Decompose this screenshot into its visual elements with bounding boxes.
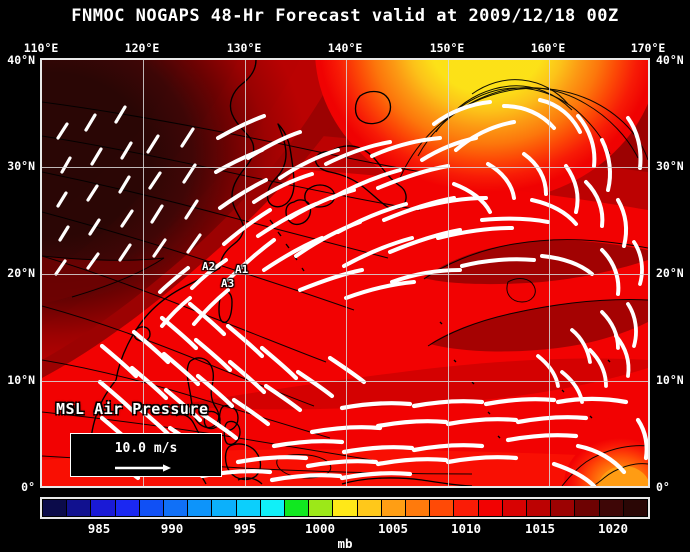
lat-label-10n-left: 10°N: [7, 373, 35, 387]
colorbar-label-985: 985: [87, 521, 111, 536]
colorbar-swatch: [164, 500, 188, 516]
lat-label-10n-right: 10°N: [656, 373, 684, 387]
lat-label-30n-right: 30°N: [656, 159, 684, 173]
gridline-lon-150e: [448, 60, 449, 486]
field-label: MSL Air Pressure: [56, 400, 209, 418]
colorbar-swatch: [260, 500, 285, 516]
annotation-a1: A1: [235, 263, 249, 276]
colorbar-swatch: [575, 500, 599, 516]
lon-label-120e: 120°E: [124, 41, 160, 55]
lon-label-170e: 170°E: [630, 41, 666, 55]
colorbar-swatch: [212, 500, 236, 516]
gridline-lat-20n: [42, 274, 648, 275]
page-title: FNMOC NOGAPS 48-Hr Forecast valid at 200…: [71, 6, 619, 26]
forecast-map[interactable]: A2 A1 A3 MSL Air Pressure 10.0 m/s: [40, 58, 650, 488]
colorbar-label-995: 995: [233, 521, 257, 536]
colorbar-swatch: [454, 500, 478, 516]
colorbar-label-1005: 1005: [377, 521, 409, 536]
colorbar-swatch: [527, 500, 551, 516]
colorbar-label-990: 990: [160, 521, 184, 536]
gridline-lon-160e: [549, 60, 550, 486]
colorbar-swatch: [406, 500, 430, 516]
annotation-a3: A3: [221, 277, 235, 290]
colorbar-swatch: [67, 500, 91, 516]
annotation-a2: A2: [202, 260, 216, 273]
lat-label-40n-left: 40°N: [7, 53, 35, 67]
gridline-lon-130e: [245, 60, 246, 486]
wind-scale-legend: 10.0 m/s: [70, 433, 222, 477]
lon-label-140e: 140°E: [327, 41, 363, 55]
colorbar-swatch: [309, 500, 333, 516]
colorbar-swatch: [430, 500, 454, 516]
colorbar-swatch: [188, 500, 212, 516]
colorbar[interactable]: [40, 497, 650, 519]
map-canvas: A2 A1 A3 MSL Air Pressure 10.0 m/s: [42, 60, 648, 486]
lon-label-130e: 130°E: [226, 41, 262, 55]
gridline-lat-10n: [42, 381, 648, 382]
lon-label-150e: 150°E: [429, 41, 465, 55]
colorbar-swatch: [236, 500, 260, 516]
gridline-lat-30n: [42, 167, 648, 168]
colorbar-label-1015: 1015: [524, 521, 556, 536]
wind-scale-value: 10.0 m/s: [114, 441, 178, 456]
lat-label-30n-left: 30°N: [7, 159, 35, 173]
wind-arrow-icon: [113, 458, 179, 472]
colorbar-label-1010: 1010: [450, 521, 482, 536]
colorbar-label-1000: 1000: [304, 521, 336, 536]
lat-label-20n-left: 20°N: [7, 266, 35, 280]
colorbar-swatch: [115, 500, 139, 516]
pressure-field-layer: [42, 60, 648, 486]
lat-label-20n-right: 20°N: [656, 266, 684, 280]
lon-label-160e: 160°E: [530, 41, 566, 55]
colorbar-swatch: [43, 500, 67, 516]
colorbar-swatch: [502, 500, 527, 516]
colorbar-swatch: [478, 500, 502, 516]
colorbar-swatch: [357, 500, 381, 516]
colorbar-swatch: [139, 500, 164, 516]
lat-label-40n-right: 40°N: [656, 53, 684, 67]
colorbar-swatch: [91, 500, 115, 516]
colorbar-swatch: [599, 500, 623, 516]
colorbar-swatch: [623, 500, 648, 516]
colorbar-swatch: [381, 500, 406, 516]
gridline-lon-140e: [346, 60, 347, 486]
colorbar-label-1020: 1020: [597, 521, 629, 536]
gridline-lon-120e: [143, 60, 144, 486]
lat-label-0-right: 0°: [656, 480, 670, 494]
lat-label-0-left: 0°: [21, 480, 35, 494]
colorbar-swatch: [333, 500, 357, 516]
colorbar-swatch: [285, 500, 309, 516]
lon-label-110e: 110°E: [23, 41, 59, 55]
colorbar-unit: mb: [337, 536, 353, 551]
colorbar-swatch: [551, 500, 575, 516]
